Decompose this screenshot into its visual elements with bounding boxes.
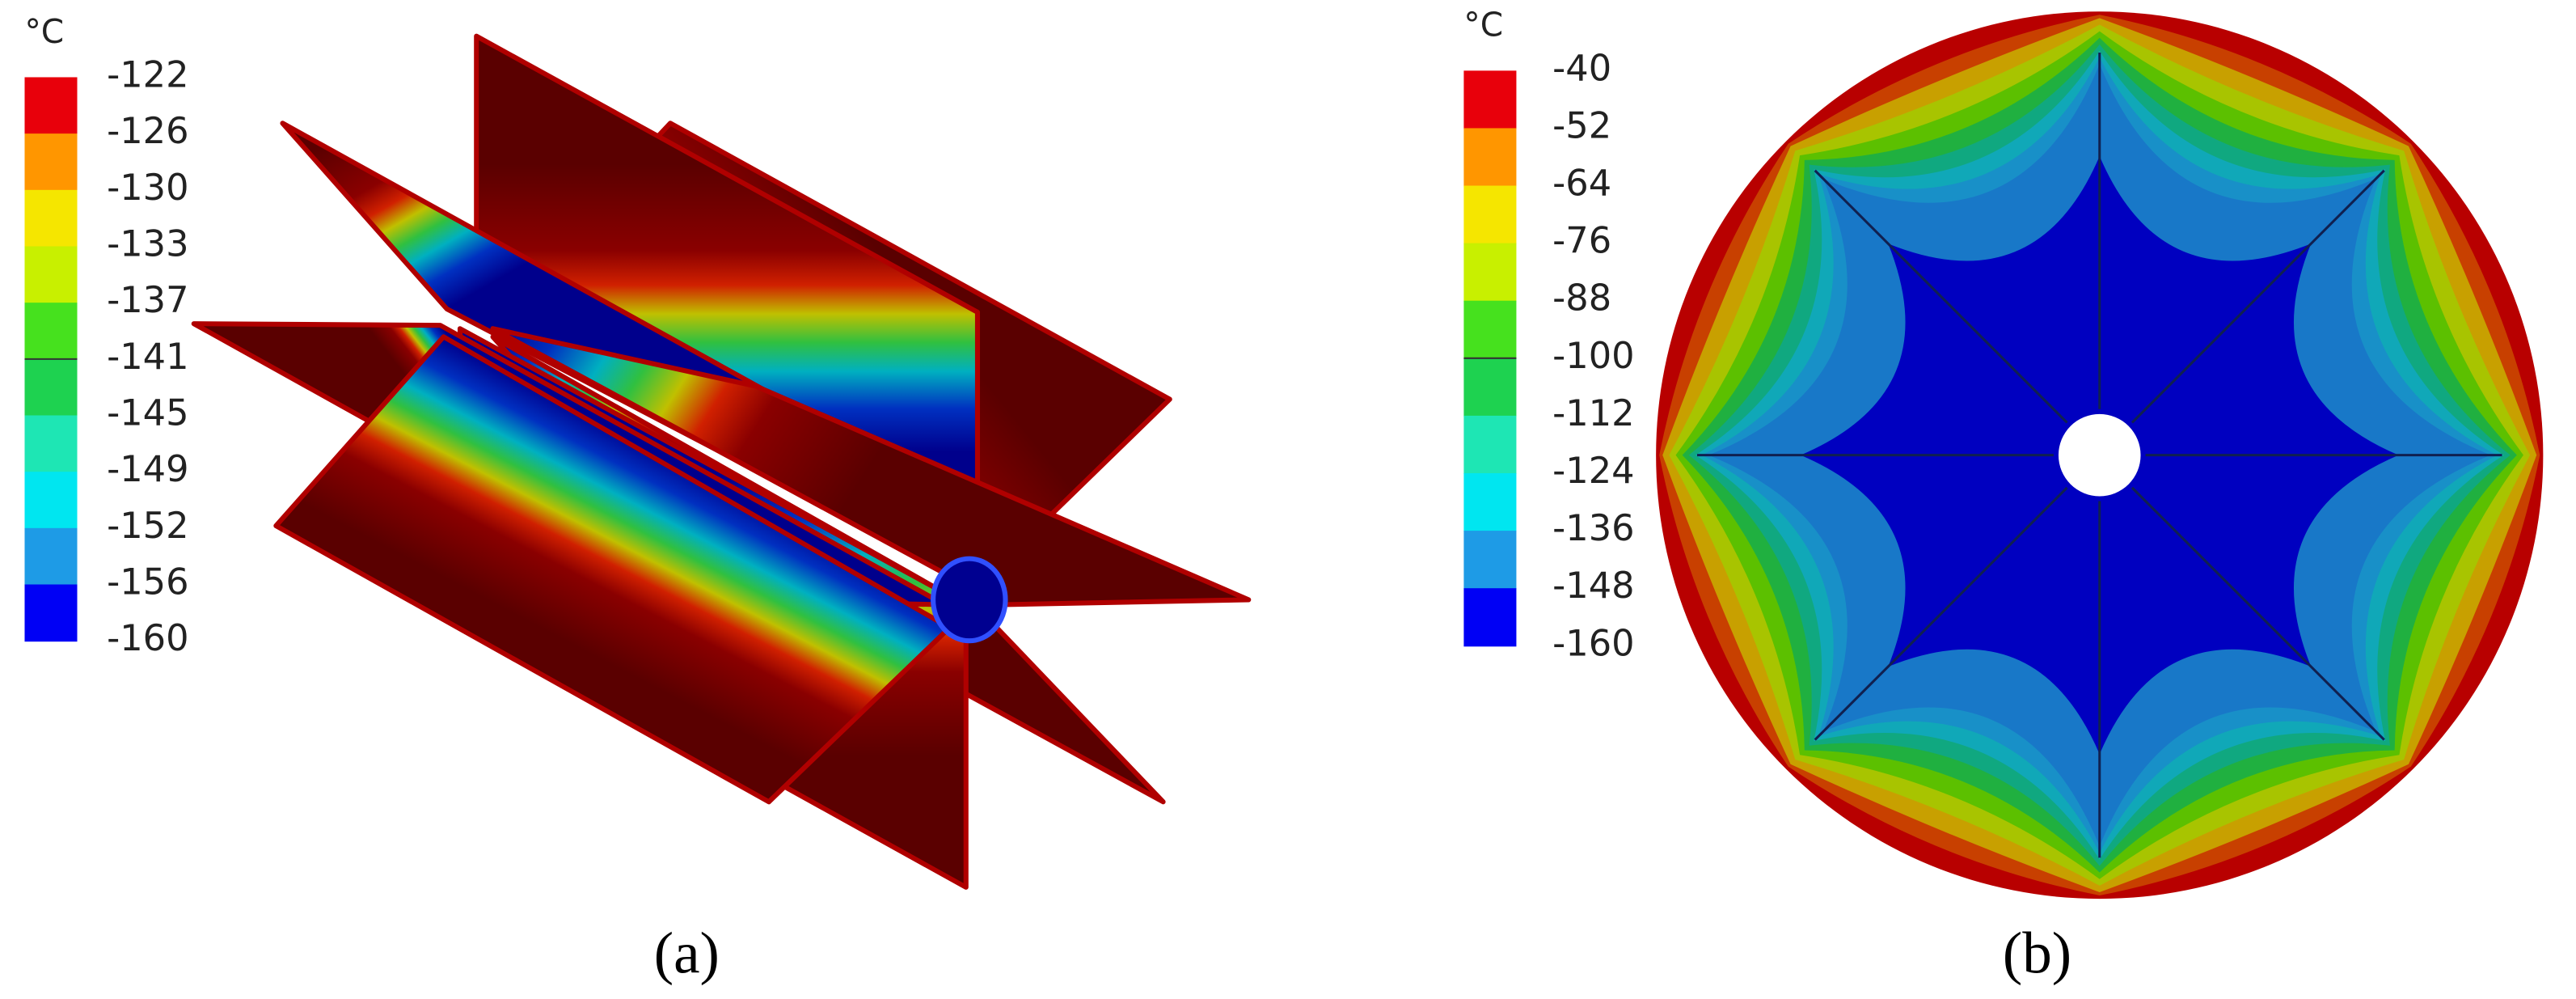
legend-swatch xyxy=(1463,358,1517,417)
legend-swatch xyxy=(1463,185,1517,244)
legend-swatch xyxy=(1463,300,1517,359)
legend-label: -76 xyxy=(1552,220,1611,262)
legend-swatch xyxy=(24,303,78,360)
legend-label: -141 xyxy=(107,336,188,378)
legend-swatch xyxy=(1463,128,1517,187)
legend-label: -160 xyxy=(1552,622,1634,664)
legend-swatch xyxy=(24,358,78,417)
legend-label: -112 xyxy=(1552,392,1634,434)
caption: (b) xyxy=(2003,921,2071,986)
legend-unit: °C xyxy=(24,12,64,51)
fin-line xyxy=(2130,169,2385,424)
panel-a-geometry xyxy=(191,33,1252,890)
legend-label: -40 xyxy=(1552,47,1611,89)
legend-swatch xyxy=(24,472,78,529)
legend-label: -88 xyxy=(1552,277,1611,320)
legend-label: -100 xyxy=(1552,335,1634,377)
legend-label: -52 xyxy=(1552,104,1611,146)
legend-label: -137 xyxy=(107,279,188,321)
legend-label: -136 xyxy=(1552,507,1634,549)
panel-b-geometry xyxy=(1656,11,2544,900)
legend-swatch xyxy=(1463,473,1517,532)
hub xyxy=(931,556,1008,644)
legend-label: -133 xyxy=(107,222,188,265)
legend-label: -160 xyxy=(107,617,188,659)
legend-label: -126 xyxy=(107,110,188,152)
fin-line xyxy=(2130,486,2385,741)
legend-swatch xyxy=(1463,70,1517,129)
legend-swatch xyxy=(1463,531,1517,590)
legend-label: -156 xyxy=(107,561,188,603)
legend-unit: °C xyxy=(1463,6,1503,44)
legend-label: -122 xyxy=(107,53,188,95)
legend-label: -148 xyxy=(1552,565,1634,607)
caption: (a) xyxy=(654,921,720,986)
legend-label: -124 xyxy=(1552,450,1634,492)
legend-swatch xyxy=(24,133,78,191)
tube-hole xyxy=(2058,413,2141,497)
legend-swatch xyxy=(1463,588,1517,647)
fin-line xyxy=(1814,486,2068,741)
legend-swatch xyxy=(24,246,78,304)
legend-label: -64 xyxy=(1552,163,1611,205)
legend-swatch xyxy=(24,584,78,642)
legend-swatch xyxy=(24,415,78,473)
legend-label: -130 xyxy=(107,167,188,209)
legend-label: -145 xyxy=(107,392,188,434)
legend-label: -149 xyxy=(107,448,188,490)
legend-swatch xyxy=(24,77,78,135)
legend-swatch xyxy=(24,527,78,586)
legend-label: -152 xyxy=(107,505,188,547)
legend-swatch xyxy=(1463,243,1517,302)
legend-swatch xyxy=(24,189,78,248)
fin-line xyxy=(1814,169,2068,424)
legend-swatch xyxy=(1463,415,1517,475)
